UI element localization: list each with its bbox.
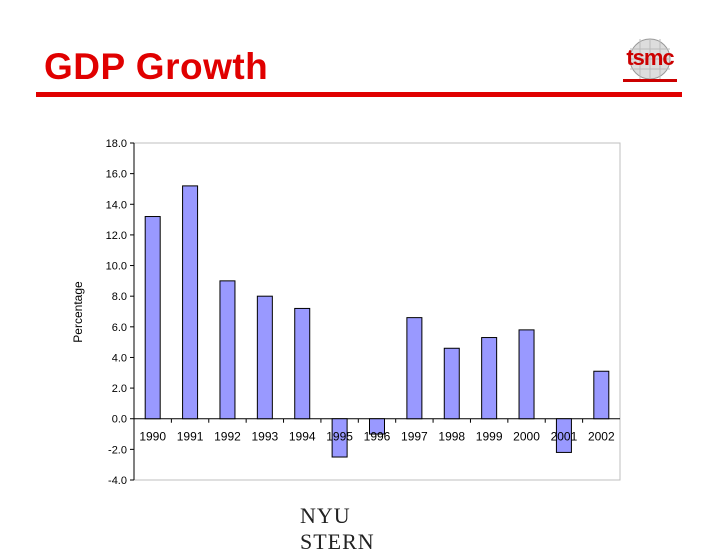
x-tick-label: 1992 bbox=[214, 430, 241, 444]
gdp-growth-chart: 18.0 16.0 14.0 12.0 10.0 8.0 6.0 4.0 2.0 0.0 -2.0 -… bbox=[71, 138, 621, 487]
x-tick-label: 1991 bbox=[177, 430, 204, 444]
x-tick-label: 1993 bbox=[251, 430, 278, 444]
bar-1998 bbox=[443, 347, 460, 420]
bar-1997 bbox=[406, 317, 423, 420]
bar-2001 bbox=[555, 418, 572, 453]
x-tick-label: 1994 bbox=[289, 430, 316, 444]
tsmc-logo: tsmc bbox=[617, 37, 683, 87]
y-axis-label: Percentage bbox=[71, 281, 85, 343]
y-tick-label: 4.0 bbox=[112, 352, 127, 364]
nyu-stern-logo: NYU STERN bbox=[300, 503, 375, 554]
bar-1990 bbox=[144, 216, 161, 420]
x-axis-labels: 1990 1991 1992 1993 1994 1995 1996 1997 1998 1999… bbox=[133, 418, 615, 444]
y-tick-label: -4.0 bbox=[108, 475, 127, 487]
x-tick-label: 1996 bbox=[364, 430, 391, 444]
tsmc-logo-graphic bbox=[629, 38, 671, 80]
bar-1996 bbox=[369, 418, 385, 435]
y-tick-label: 8.0 bbox=[112, 291, 127, 303]
x-tick-label: 2002 bbox=[588, 430, 615, 444]
title-underline bbox=[36, 92, 682, 97]
bar-1999 bbox=[481, 337, 498, 420]
bar-1994 bbox=[294, 307, 311, 420]
x-tick-label: 1999 bbox=[476, 430, 503, 444]
x-tick-label: 1995 bbox=[326, 430, 353, 444]
x-tick-label: 2001 bbox=[551, 430, 578, 444]
y-tick-label: 2.0 bbox=[112, 383, 127, 395]
bar-2002 bbox=[593, 370, 610, 420]
y-tick-label: 0.0 bbox=[112, 414, 127, 426]
bar-1992 bbox=[219, 280, 236, 420]
tsmc-logo-bar bbox=[623, 79, 677, 82]
bar-series bbox=[144, 185, 610, 458]
tsmc-logo-text: tsmc bbox=[626, 45, 674, 70]
x-tick-label: 2000 bbox=[513, 430, 540, 444]
y-tick-label: 14.0 bbox=[106, 199, 127, 211]
bar-2000 bbox=[518, 329, 535, 420]
x-tick-label: 1990 bbox=[139, 430, 166, 444]
y-tick-label: 10.0 bbox=[106, 261, 127, 273]
bar-1993 bbox=[256, 295, 273, 420]
bar-1995 bbox=[331, 418, 348, 458]
footer: NYU STERN bbox=[300, 503, 410, 555]
y-tick-label: 6.0 bbox=[112, 322, 127, 334]
y-tick-label: -2.0 bbox=[108, 444, 127, 456]
bar-1991 bbox=[182, 185, 199, 420]
y-tick-label: 16.0 bbox=[106, 169, 127, 181]
y-tick-label: 12.0 bbox=[106, 230, 127, 242]
x-tick-label: 1998 bbox=[438, 430, 465, 444]
y-tick-label: 18.0 bbox=[106, 138, 127, 150]
slide-title: GDP Growth bbox=[44, 46, 269, 87]
x-tick-label: 1997 bbox=[401, 430, 428, 444]
